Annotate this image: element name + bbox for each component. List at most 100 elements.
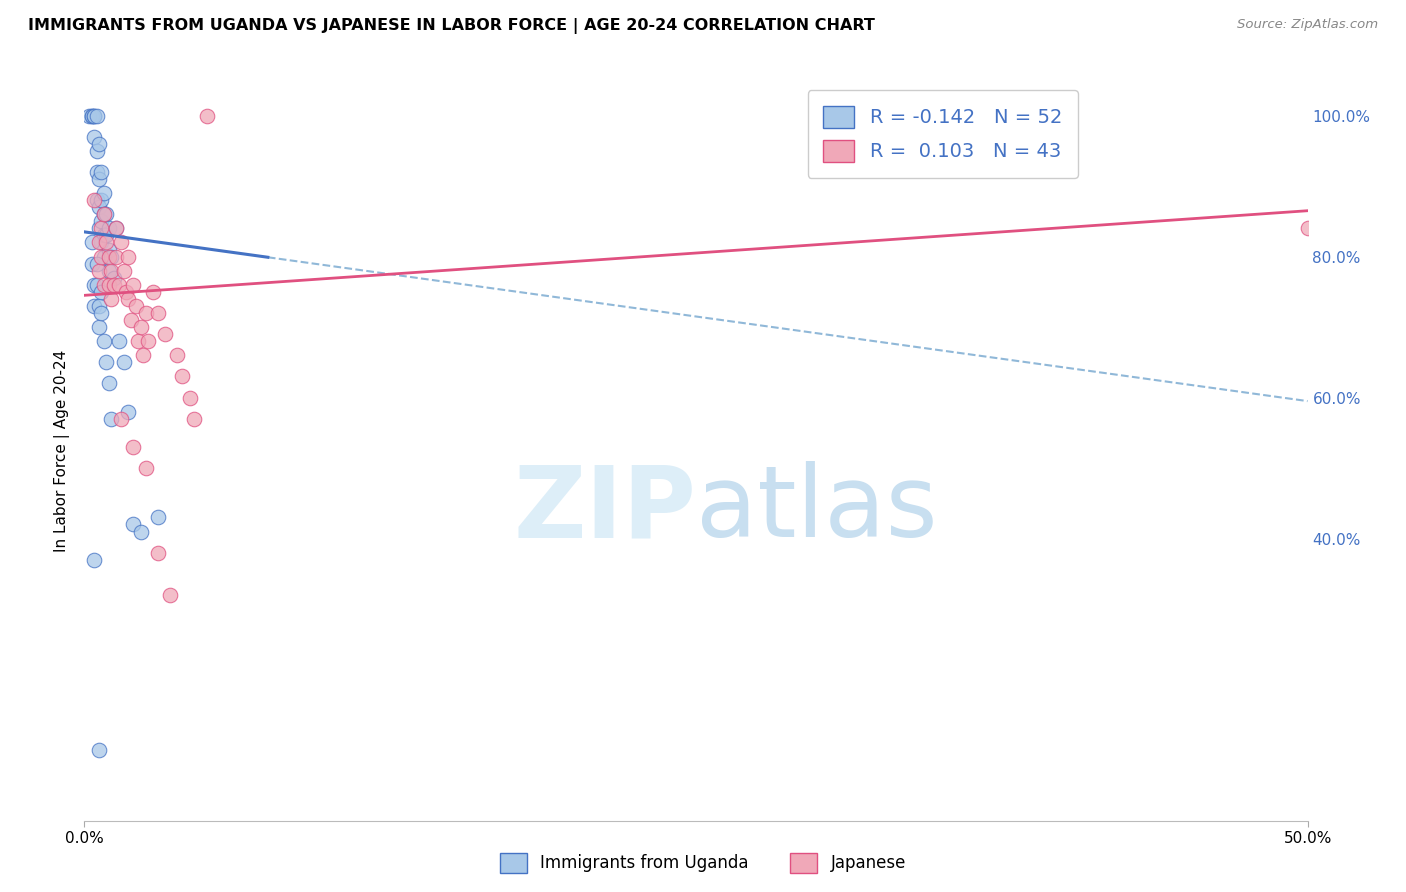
Point	[93, 228, 115, 243]
Point	[90, 306, 112, 320]
Point	[136, 334, 159, 348]
Point	[127, 334, 149, 348]
Point	[86, 193, 108, 207]
Point	[83, 109, 105, 123]
Point	[1296, 221, 1319, 235]
Point	[83, 277, 105, 292]
Point	[93, 207, 115, 221]
Point	[83, 129, 105, 144]
Point	[80, 109, 103, 123]
Point	[122, 277, 145, 292]
Point	[87, 221, 110, 235]
Point	[93, 277, 115, 292]
Point	[112, 263, 135, 277]
Legend: R = -0.142   N = 52, R =  0.103   N = 43: R = -0.142 N = 52, R = 0.103 N = 43	[807, 90, 1077, 178]
Point	[103, 270, 125, 285]
Point	[129, 524, 152, 539]
Point	[132, 348, 155, 362]
Point	[90, 285, 112, 299]
Text: ZIP: ZIP	[513, 461, 696, 558]
Point	[105, 221, 128, 235]
Point	[86, 144, 108, 158]
Legend: Immigrants from Uganda, Japanese: Immigrants from Uganda, Japanese	[494, 847, 912, 880]
Point	[129, 320, 152, 334]
Point	[153, 327, 176, 342]
Point	[107, 277, 129, 292]
Point	[135, 461, 157, 475]
Point	[195, 109, 218, 123]
Point	[97, 250, 120, 264]
Point	[93, 334, 115, 348]
Point	[86, 109, 108, 123]
Point	[103, 277, 125, 292]
Point	[86, 277, 108, 292]
Y-axis label: In Labor Force | Age 20-24: In Labor Force | Age 20-24	[55, 350, 70, 551]
Point	[135, 306, 157, 320]
Point	[80, 235, 103, 250]
Point	[100, 292, 122, 306]
Point	[117, 250, 139, 264]
Point	[87, 235, 110, 250]
Point	[159, 588, 181, 602]
Point	[90, 193, 112, 207]
Point	[86, 165, 108, 179]
Point	[87, 172, 110, 186]
Point	[93, 186, 115, 200]
Point	[90, 221, 112, 235]
Point	[87, 136, 110, 151]
Point	[122, 440, 145, 454]
Point	[100, 411, 122, 425]
Point	[93, 250, 115, 264]
Point	[96, 235, 118, 250]
Point	[83, 193, 105, 207]
Point	[100, 263, 122, 277]
Point	[80, 257, 103, 271]
Point	[166, 348, 188, 362]
Point	[179, 391, 201, 405]
Point	[172, 369, 194, 384]
Point	[97, 263, 120, 277]
Point	[97, 221, 120, 235]
Point	[97, 243, 120, 257]
Point	[100, 250, 122, 264]
Point	[90, 214, 112, 228]
Point	[87, 263, 110, 277]
Point	[77, 109, 100, 123]
Point	[87, 200, 110, 214]
Point	[83, 109, 105, 123]
Text: IMMIGRANTS FROM UGANDA VS JAPANESE IN LABOR FORCE | AGE 20-24 CORRELATION CHART: IMMIGRANTS FROM UGANDA VS JAPANESE IN LA…	[28, 18, 875, 34]
Point	[86, 257, 108, 271]
Point	[87, 299, 110, 313]
Point	[96, 355, 118, 369]
Point	[80, 109, 103, 123]
Point	[117, 405, 139, 419]
Point	[90, 165, 112, 179]
Point	[146, 546, 169, 560]
Point	[122, 517, 145, 532]
Point	[183, 411, 205, 425]
Point	[110, 235, 132, 250]
Point	[146, 510, 169, 524]
Point	[105, 250, 128, 264]
Point	[117, 292, 139, 306]
Point	[96, 207, 118, 221]
Point	[105, 221, 128, 235]
Point	[96, 228, 118, 243]
Point	[97, 277, 120, 292]
Point	[97, 376, 120, 391]
Point	[115, 285, 138, 299]
Point	[90, 250, 112, 264]
Text: Source: ZipAtlas.com: Source: ZipAtlas.com	[1237, 18, 1378, 31]
Point	[112, 355, 135, 369]
Point	[146, 306, 169, 320]
Point	[87, 743, 110, 757]
Point	[90, 235, 112, 250]
Point	[83, 299, 105, 313]
Text: atlas: atlas	[696, 461, 938, 558]
Point	[87, 320, 110, 334]
Point	[83, 553, 105, 567]
Point	[107, 334, 129, 348]
Point	[142, 285, 165, 299]
Point	[110, 411, 132, 425]
Point	[120, 313, 142, 327]
